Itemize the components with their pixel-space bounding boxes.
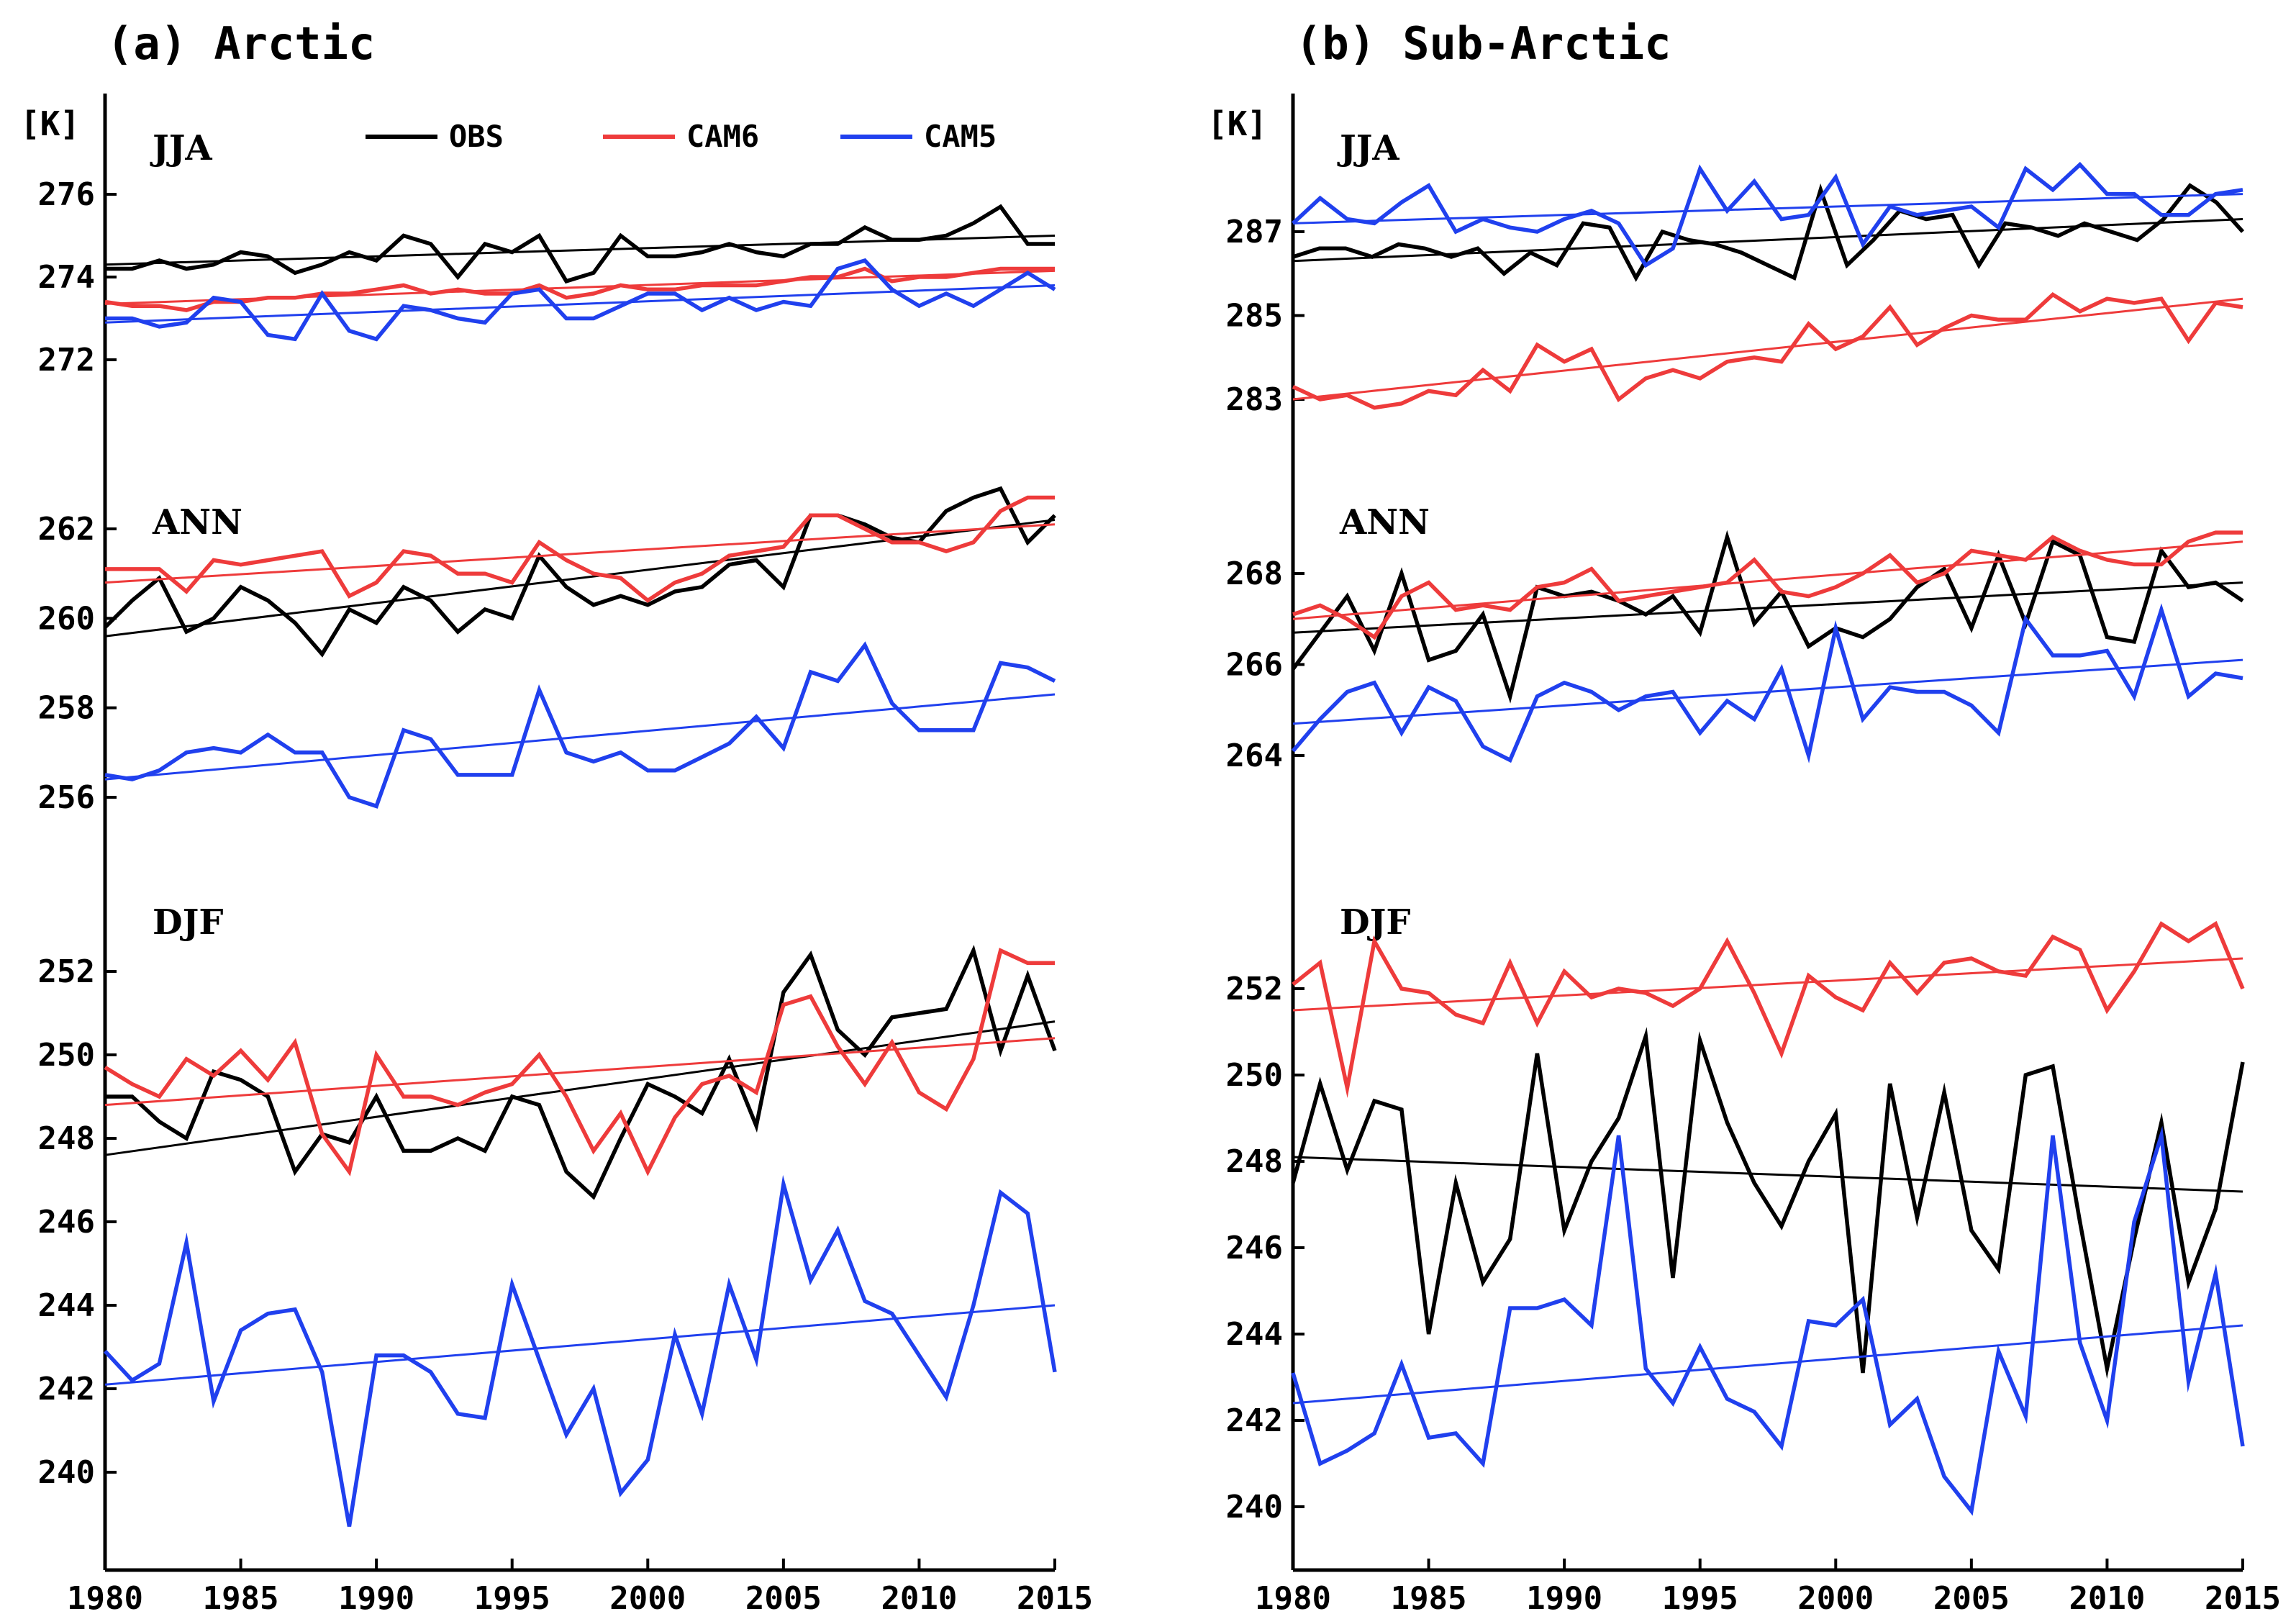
subarctic-djf-cam5-line bbox=[1291, 1125, 2245, 1516]
subarctic-djf-y-tick-label: 248 bbox=[1226, 1143, 1283, 1180]
arctic-djf-y-tick-label: 252 bbox=[38, 953, 95, 990]
subarctic-jja-y-tick-label: 283 bbox=[1226, 381, 1283, 418]
arctic-djf-cam5-line bbox=[103, 1174, 1057, 1527]
subarctic-ann-y-tick-label: 268 bbox=[1226, 555, 1283, 592]
arctic-ann-cam6-line bbox=[105, 495, 1055, 603]
subarctic-x-tick-label: 1990 bbox=[1526, 1580, 1602, 1617]
arctic-djf-y-tick-label: 244 bbox=[38, 1287, 95, 1324]
legend: OBS CAM6 CAM5 bbox=[366, 119, 997, 154]
subarctic-ann-obs-line bbox=[1291, 530, 2244, 704]
arctic-jja-cam6-trend bbox=[104, 269, 1056, 305]
arctic-x-tick-label: 2000 bbox=[609, 1580, 686, 1617]
subarctic-ann-label: ANN bbox=[1339, 502, 1430, 543]
arctic-marks: 1980 1985 1990 1995 2000 2005 2010 2015 272 274 27… bbox=[38, 176, 1093, 1617]
arctic-djf-y-tick-label: 240 bbox=[38, 1454, 95, 1491]
arctic-chart-title: (a) Arctic bbox=[106, 17, 375, 70]
subarctic-djf-cam6-line bbox=[1292, 920, 2245, 1098]
subarctic-ann-cam5-line bbox=[1291, 603, 2243, 763]
arctic-jja-y-tick-label: 274 bbox=[38, 259, 95, 296]
subarctic-ann-y-tick-label: 264 bbox=[1226, 738, 1283, 774]
subarctic-ann-obs-trend bbox=[1292, 581, 2243, 634]
subarctic-jja-label: JJA bbox=[1337, 128, 1399, 168]
arctic-djf-cam6-trend bbox=[104, 1037, 1056, 1107]
arctic-x-tick-label: 1985 bbox=[203, 1580, 279, 1617]
subarctic-marks: 1980 1985 1990 1995 2000 2005 2010 2015 283 285 28… bbox=[1226, 161, 2281, 1617]
arctic-ann-cam5-trend bbox=[104, 693, 1056, 781]
arctic-x-tick-label: 1990 bbox=[338, 1580, 414, 1617]
arctic-djf-obs-trend bbox=[104, 1020, 1056, 1156]
arctic-unit-label: [K] bbox=[20, 104, 80, 143]
arctic-djf-cam6-line bbox=[104, 948, 1055, 1176]
subarctic-ann-cam5-trend bbox=[1292, 658, 2243, 725]
arctic-ann-obs-trend bbox=[104, 519, 1056, 638]
subarctic-jja-y-tick-label: 285 bbox=[1226, 298, 1283, 335]
subarctic-x-tick-label: 1995 bbox=[1662, 1580, 1738, 1617]
arctic-ann-label: ANN bbox=[152, 502, 242, 543]
arctic-x-tick-label: 1980 bbox=[67, 1580, 143, 1617]
subarctic-ann-cam6-trend bbox=[1292, 540, 2243, 620]
arctic-ann-y-tick-label: 258 bbox=[38, 690, 95, 727]
arctic-chart: (a) Arctic [K] JJA ANN DJF 1980 1985 1990 1… bbox=[20, 17, 1093, 1617]
subarctic-jja-y-tick-label: 287 bbox=[1226, 214, 1283, 250]
legend-cam6-label: CAM6 bbox=[686, 119, 759, 154]
subarctic-djf-cam6-trend bbox=[1292, 957, 2243, 1012]
arctic-jja-y-tick-label: 276 bbox=[38, 176, 95, 213]
subarctic-djf-obs-trend bbox=[1292, 1156, 2243, 1193]
arctic-ann-obs-line bbox=[104, 486, 1056, 658]
arctic-djf-y-tick-label: 242 bbox=[38, 1371, 95, 1407]
arctic-jja-y-tick-label: 272 bbox=[38, 342, 95, 378]
arctic-djf-y-tick-label: 246 bbox=[38, 1204, 95, 1241]
arctic-x-tick-label: 2015 bbox=[1017, 1580, 1093, 1617]
arctic-jja-label: JJA bbox=[150, 128, 212, 168]
subarctic-jja-cam6-trend bbox=[1292, 297, 2243, 401]
arctic-ann-y-tick-label: 260 bbox=[38, 600, 95, 637]
subarctic-djf-y-tick-label: 246 bbox=[1226, 1230, 1283, 1266]
arctic-djf-obs-line bbox=[105, 945, 1057, 1200]
arctic-djf-label: DJF bbox=[153, 902, 223, 943]
arctic-ann-cam5-line bbox=[104, 641, 1056, 809]
subarctic-djf-y-tick-label: 244 bbox=[1226, 1316, 1283, 1353]
subarctic-x-tick-label: 2010 bbox=[2069, 1580, 2145, 1617]
arctic-jja-obs-line bbox=[105, 204, 1055, 284]
arctic-djf-y-tick-label: 248 bbox=[38, 1120, 95, 1157]
subarctic-djf-cam5-trend bbox=[1292, 1324, 2243, 1405]
subarctic-chart: (b) Sub-Arctic [K] JJA ANN DJF 1980 1985 1… bbox=[1207, 17, 2281, 1617]
arctic-djf-y-tick-label: 250 bbox=[38, 1037, 95, 1074]
legend-cam5-label: CAM5 bbox=[924, 119, 997, 154]
subarctic-jja-cam5-trend bbox=[1292, 193, 2243, 225]
arctic-ann-cam6-trend bbox=[104, 523, 1056, 584]
arctic-jja-cam5-trend bbox=[104, 284, 1056, 324]
subarctic-x-tick-label: 1980 bbox=[1255, 1580, 1331, 1617]
arctic-djf-cam5-trend bbox=[104, 1304, 1056, 1386]
arctic-x-tick-label: 1995 bbox=[474, 1580, 550, 1617]
subarctic-djf-obs-line bbox=[1291, 1027, 2245, 1379]
subarctic-x-tick-label: 2015 bbox=[2205, 1580, 2281, 1617]
subarctic-x-tick-label: 1985 bbox=[1391, 1580, 1467, 1617]
subarctic-jja-obs-trend bbox=[1292, 218, 2243, 263]
arctic-jja-obs-trend bbox=[104, 235, 1056, 266]
subarctic-djf-y-tick-label: 250 bbox=[1226, 1057, 1283, 1094]
subarctic-ann-y-tick-label: 266 bbox=[1226, 647, 1283, 684]
subarctic-jja-obs-line bbox=[1292, 183, 2245, 282]
subarctic-djf-y-tick-label: 242 bbox=[1226, 1402, 1283, 1439]
subarctic-chart-title: (b) Sub-Arctic bbox=[1295, 17, 1671, 70]
subarctic-djf-y-tick-label: 252 bbox=[1226, 971, 1283, 1007]
subarctic-djf-y-tick-label: 240 bbox=[1226, 1489, 1283, 1525]
arctic-x-tick-label: 2005 bbox=[745, 1580, 822, 1617]
legend-obs-label: OBS bbox=[449, 119, 504, 154]
arctic-ann-y-tick-label: 262 bbox=[38, 511, 95, 548]
arctic-x-tick-label: 2010 bbox=[881, 1580, 957, 1617]
arctic-ann-y-tick-label: 256 bbox=[38, 779, 95, 816]
subarctic-jja-cam6-line bbox=[1292, 291, 2243, 410]
subarctic-jja-cam5-line bbox=[1292, 161, 2243, 268]
subarctic-x-tick-label: 2005 bbox=[1933, 1580, 2010, 1617]
subarctic-unit-label: [K] bbox=[1207, 104, 1267, 143]
subarctic-djf-label: DJF bbox=[1340, 902, 1410, 943]
subarctic-x-tick-label: 2000 bbox=[1797, 1580, 1874, 1617]
